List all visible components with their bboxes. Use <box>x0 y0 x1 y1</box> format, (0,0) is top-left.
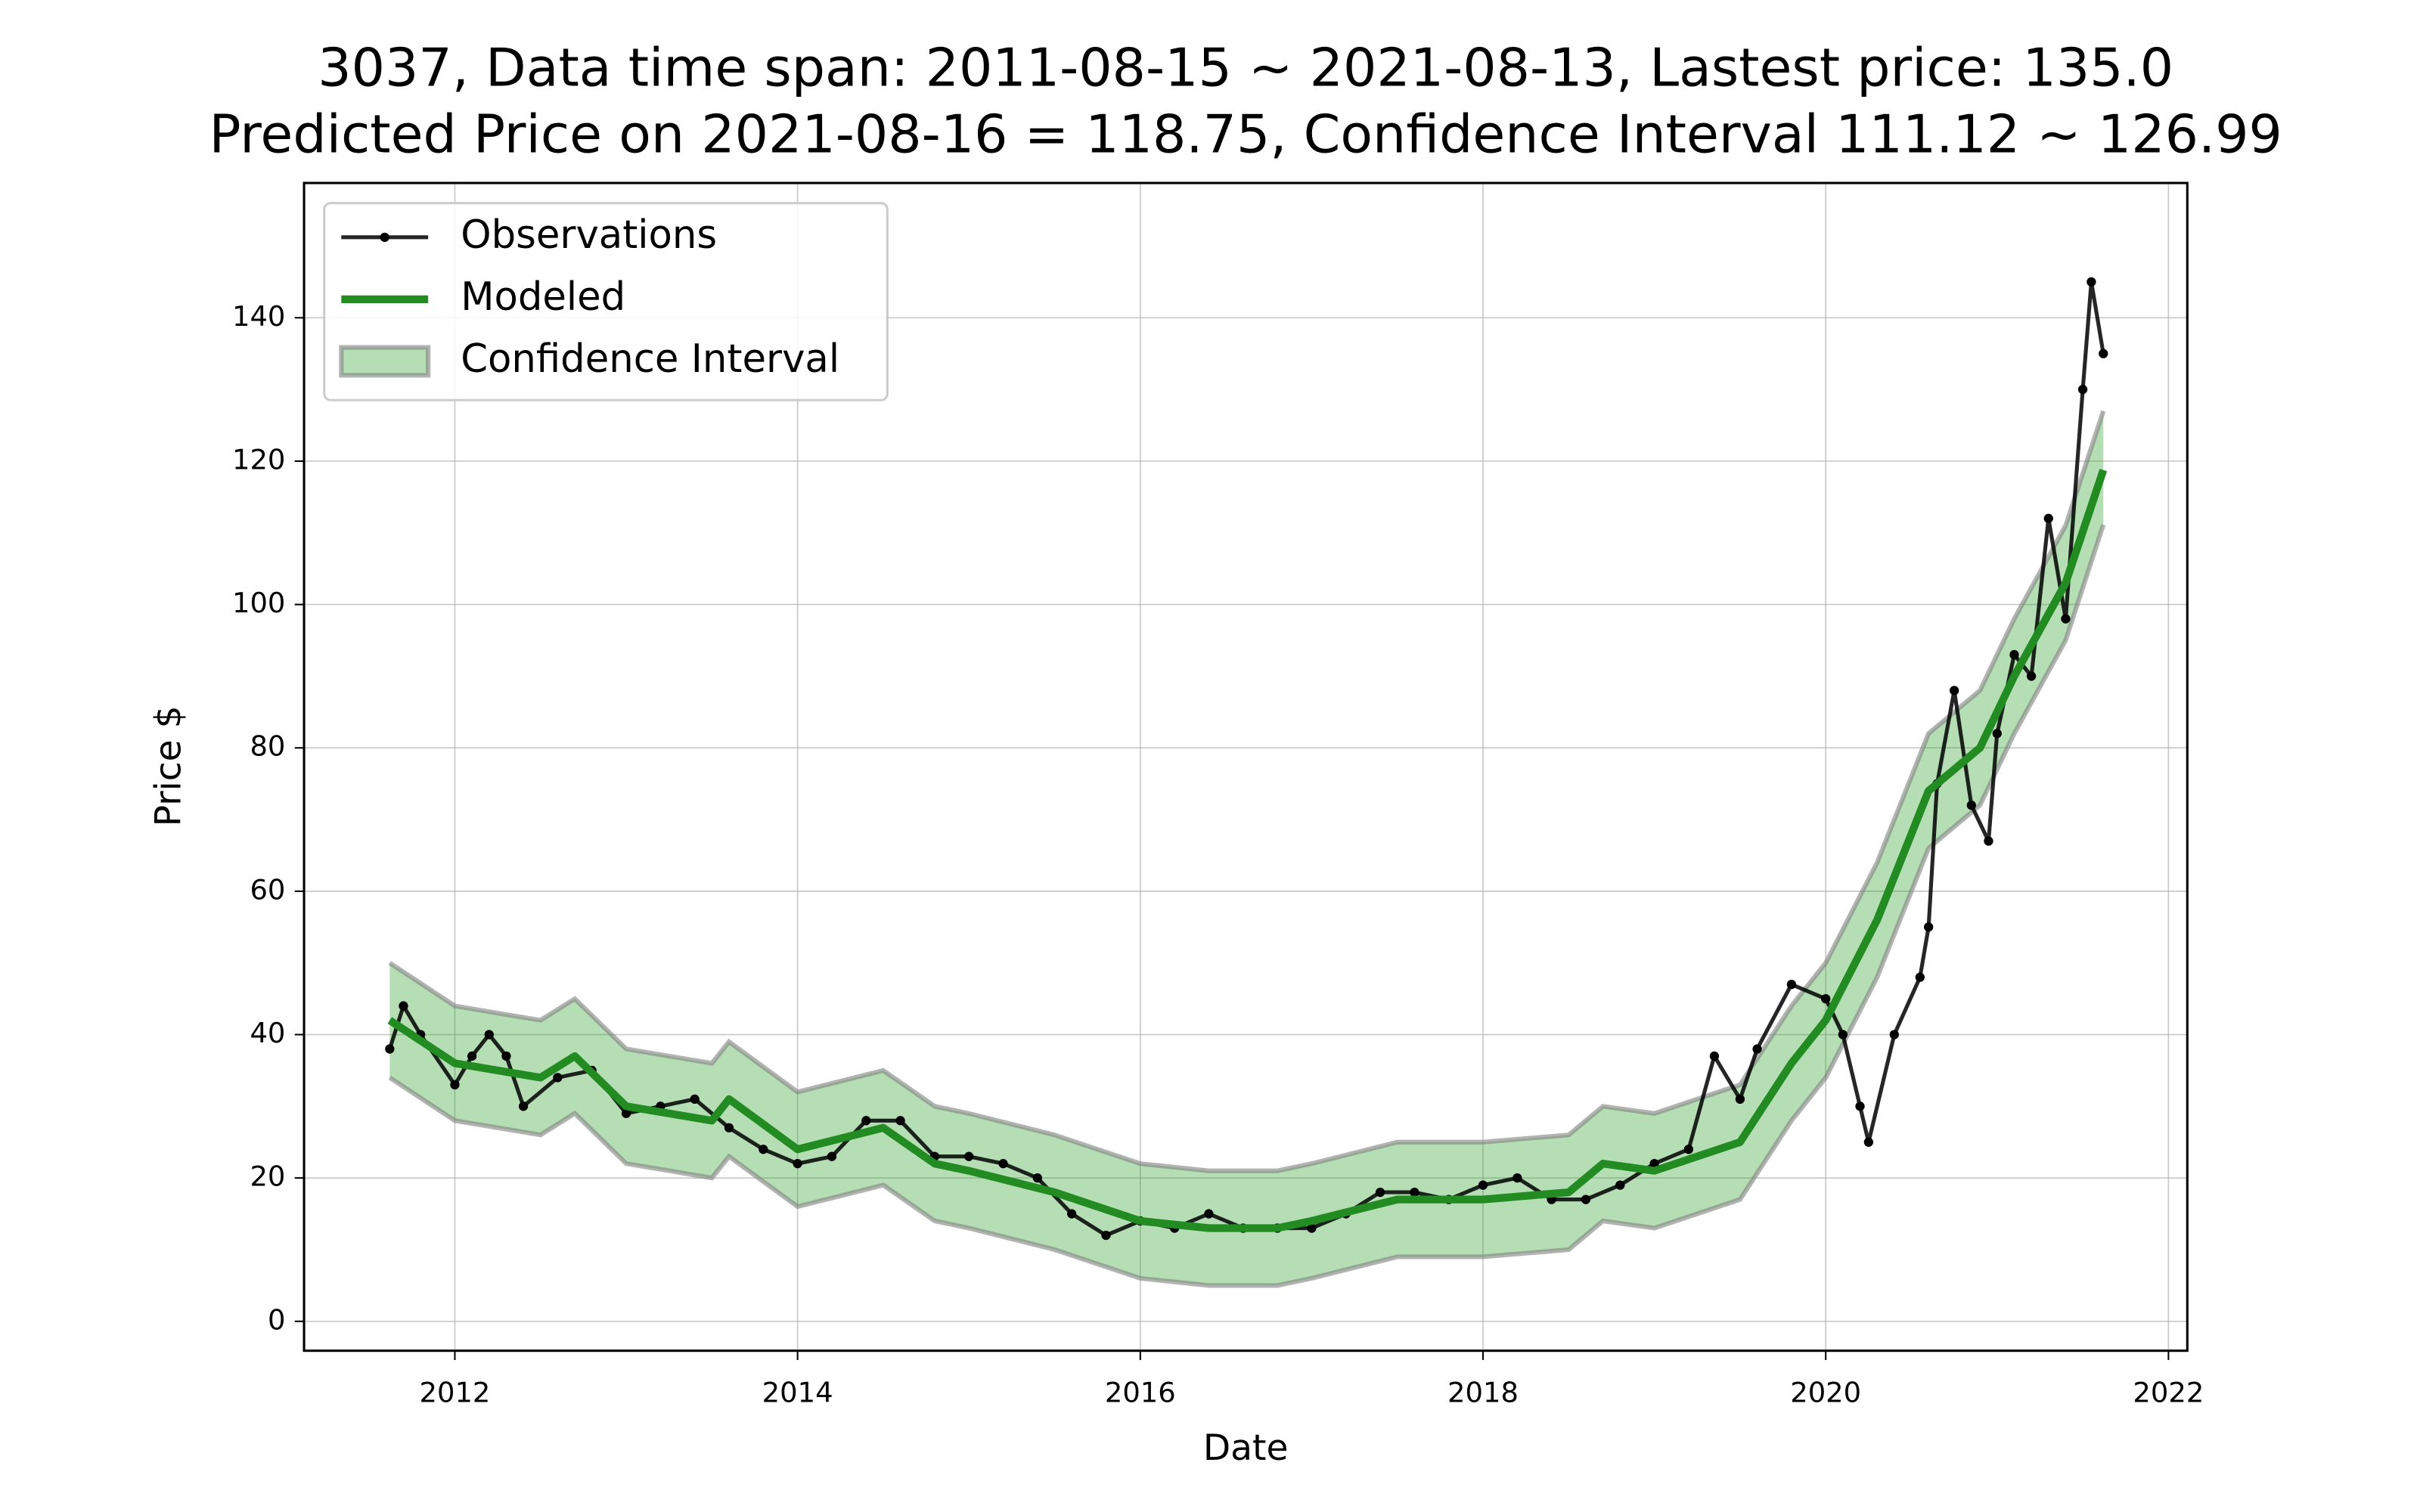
observation-point <box>998 1159 1008 1169</box>
y-axis-label: Price $ <box>148 705 190 826</box>
chart-title: 3037, Data time span: 2011-08-15 ~ 2021-… <box>318 37 2173 98</box>
observation-point <box>1752 1044 1762 1054</box>
observation-point <box>759 1145 768 1154</box>
legend-label: Confidence Interval <box>461 336 839 382</box>
observation-point <box>621 1108 631 1118</box>
observation-point <box>2026 671 2037 681</box>
observation-point <box>1307 1223 1317 1233</box>
observation-point <box>1915 972 1925 982</box>
y-tick-label: 0 <box>268 1303 285 1336</box>
x-tick-label: 2014 <box>762 1377 833 1409</box>
x-axis-label: Date <box>1203 1427 1289 1469</box>
observation-point <box>1889 1030 1899 1040</box>
observation-point <box>690 1094 700 1105</box>
x-tick-label: 2020 <box>1790 1377 1861 1409</box>
observation-point <box>861 1116 871 1126</box>
legend-label: Modeled <box>461 274 625 320</box>
observation-point <box>1615 1180 1625 1190</box>
y-tick-label: 40 <box>250 1017 285 1049</box>
observation-point <box>1101 1230 1111 1241</box>
observation-point <box>1838 1030 1848 1040</box>
observation-point <box>1067 1209 1077 1219</box>
observation-point <box>1966 800 1976 810</box>
observation-point <box>2043 513 2053 523</box>
observation-point <box>484 1030 494 1040</box>
observation-point <box>827 1151 837 1161</box>
plot-frame <box>302 181 2189 1352</box>
observation-point <box>1204 1209 1214 1219</box>
observation-point <box>1863 1137 1873 1147</box>
observation-point <box>467 1051 477 1061</box>
observation-point <box>385 1044 395 1054</box>
modeled-line <box>387 469 2108 1232</box>
observation-point <box>1581 1194 1591 1204</box>
observation-point <box>1821 993 1831 1004</box>
observation-point <box>518 1101 529 1111</box>
confidence-band <box>389 411 2104 1286</box>
confidence-lower-edge <box>388 524 2106 1288</box>
observation-point <box>1512 1173 1522 1183</box>
observation-point <box>501 1051 511 1061</box>
y-tick-label: 120 <box>232 443 285 476</box>
observation-point <box>2086 277 2096 287</box>
observation-point <box>399 1001 408 1011</box>
y-tick-label: 20 <box>250 1160 285 1193</box>
observation-point <box>1032 1173 1043 1183</box>
legend-swatch <box>339 345 431 378</box>
x-tick-label: 2018 <box>1447 1377 1519 1409</box>
observation-point <box>964 1151 974 1161</box>
observation-point <box>793 1159 802 1169</box>
x-tick-label: 2016 <box>1105 1377 1176 1409</box>
observation-point <box>1683 1145 1694 1154</box>
observation-point <box>2099 349 2108 358</box>
observation-point <box>1709 1051 1720 1061</box>
observation-point <box>1375 1187 1385 1198</box>
y-tick-label: 80 <box>250 730 285 763</box>
observation-point <box>450 1080 460 1090</box>
observation-point <box>1855 1101 1865 1111</box>
legend-marker <box>380 232 389 242</box>
observation-point <box>895 1116 905 1126</box>
y-tick-label: 100 <box>232 587 285 619</box>
observation-point <box>1735 1094 1745 1105</box>
x-tick-label: 2012 <box>419 1377 490 1409</box>
observation-point <box>1786 979 1797 990</box>
observation-point <box>1992 729 2002 739</box>
observation-point <box>724 1123 734 1132</box>
observation-point <box>1478 1180 1488 1190</box>
x-tick-label: 2022 <box>2133 1377 2204 1409</box>
observation-point <box>1984 836 1993 846</box>
observation-point <box>1410 1187 1419 1198</box>
y-tick-label: 140 <box>232 300 285 333</box>
observation-point <box>2077 384 2088 395</box>
chart-subtitle: Predicted Price on 2021-08-16 = 118.75, … <box>209 104 2282 166</box>
observation-point <box>2009 649 2019 660</box>
legend-box <box>323 202 889 401</box>
legend-label: Observations <box>461 212 717 258</box>
observation-point <box>1949 686 1959 696</box>
observation-point <box>1923 922 1934 932</box>
confidence-upper-edge <box>388 410 2106 1173</box>
y-tick-label: 60 <box>250 873 285 906</box>
observation-point <box>553 1073 563 1083</box>
observation-point <box>2061 614 2071 624</box>
